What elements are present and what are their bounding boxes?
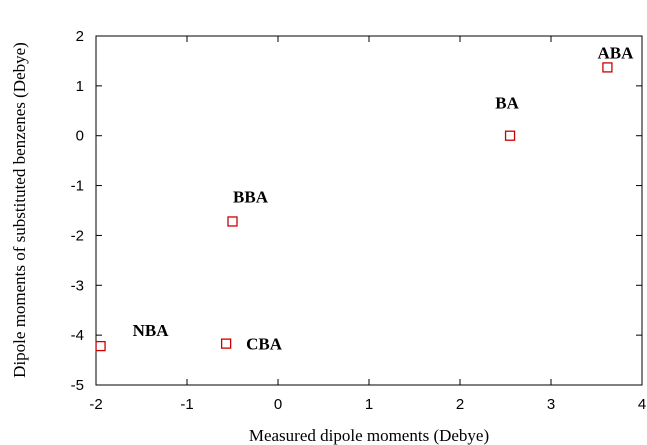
point-marker-bba: [227, 216, 238, 227]
plot-area-frame: [95, 35, 643, 386]
point-label-cba: CBA: [246, 335, 283, 354]
y-tick-label: -2: [71, 227, 84, 244]
point-marker-cba: [220, 338, 232, 349]
data-points: ABA BA BBA NBA CBA: [95, 43, 634, 354]
y-tick-label: -5: [71, 377, 84, 394]
y-tick-label: 0: [76, 128, 84, 145]
point-marker-ba: [504, 130, 516, 141]
x-tick-label: 2: [456, 396, 464, 413]
point-marker-aba: [602, 62, 613, 73]
x-tick-label: -1: [180, 396, 193, 413]
y-tick-label: 1: [76, 78, 84, 95]
point-label-bba: BBA: [233, 187, 269, 206]
y-axis-ticks: 2 1 0 -1 -2 -3 -4 -5: [71, 28, 642, 394]
point-label-ba: BA: [495, 94, 519, 113]
y-tick-label: 2: [76, 28, 84, 45]
point-marker-nba: [95, 340, 106, 352]
x-tick-label: 1: [365, 396, 373, 413]
point-label-nba: NBA: [133, 321, 170, 340]
x-tick-label: -2: [89, 396, 102, 413]
x-tick-label: 0: [274, 396, 282, 413]
y-tick-label: -1: [71, 178, 84, 195]
y-tick-label: -4: [71, 327, 84, 344]
y-tick-label: -3: [71, 277, 84, 294]
x-tick-label: 3: [547, 396, 555, 413]
x-axis-label: Measured dipole moments (Debye): [249, 426, 489, 445]
x-tick-label: 4: [638, 396, 646, 413]
x-axis-ticks: -2 -1 0 1 2 3 4: [89, 36, 646, 413]
point-label-aba: ABA: [597, 43, 634, 62]
y-axis-label: Dipole moments of substituted benzenes (…: [10, 42, 29, 378]
